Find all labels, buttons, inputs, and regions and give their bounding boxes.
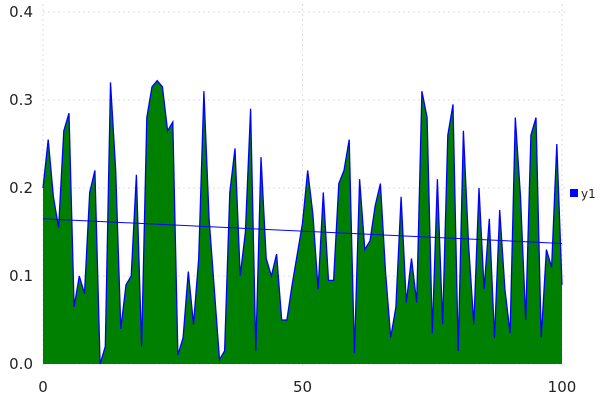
y-tick-label: 0.3 <box>9 91 33 109</box>
series-area-y1 <box>43 80 562 364</box>
y-tick-label: 0.2 <box>9 179 33 197</box>
trend-line <box>42 218 563 244</box>
x-tick-label: 50 <box>293 378 312 396</box>
y-tick-label: 0.1 <box>9 267 33 285</box>
x-tick-label: 100 <box>548 378 577 396</box>
legend-label-y1: y1 <box>581 187 596 201</box>
legend-swatch-y1 <box>570 189 578 197</box>
series-line-y1 <box>42 79 563 365</box>
y-tick-label: 0.0 <box>9 355 33 373</box>
plot-area <box>42 79 563 365</box>
x-tick-label: 0 <box>38 378 48 396</box>
y-tick-label: 0.4 <box>9 3 33 21</box>
axis-ticks: 0.0 0.1 0.2 0.3 0.4 0 50 100 <box>9 3 576 396</box>
legend: y1 <box>570 187 596 201</box>
